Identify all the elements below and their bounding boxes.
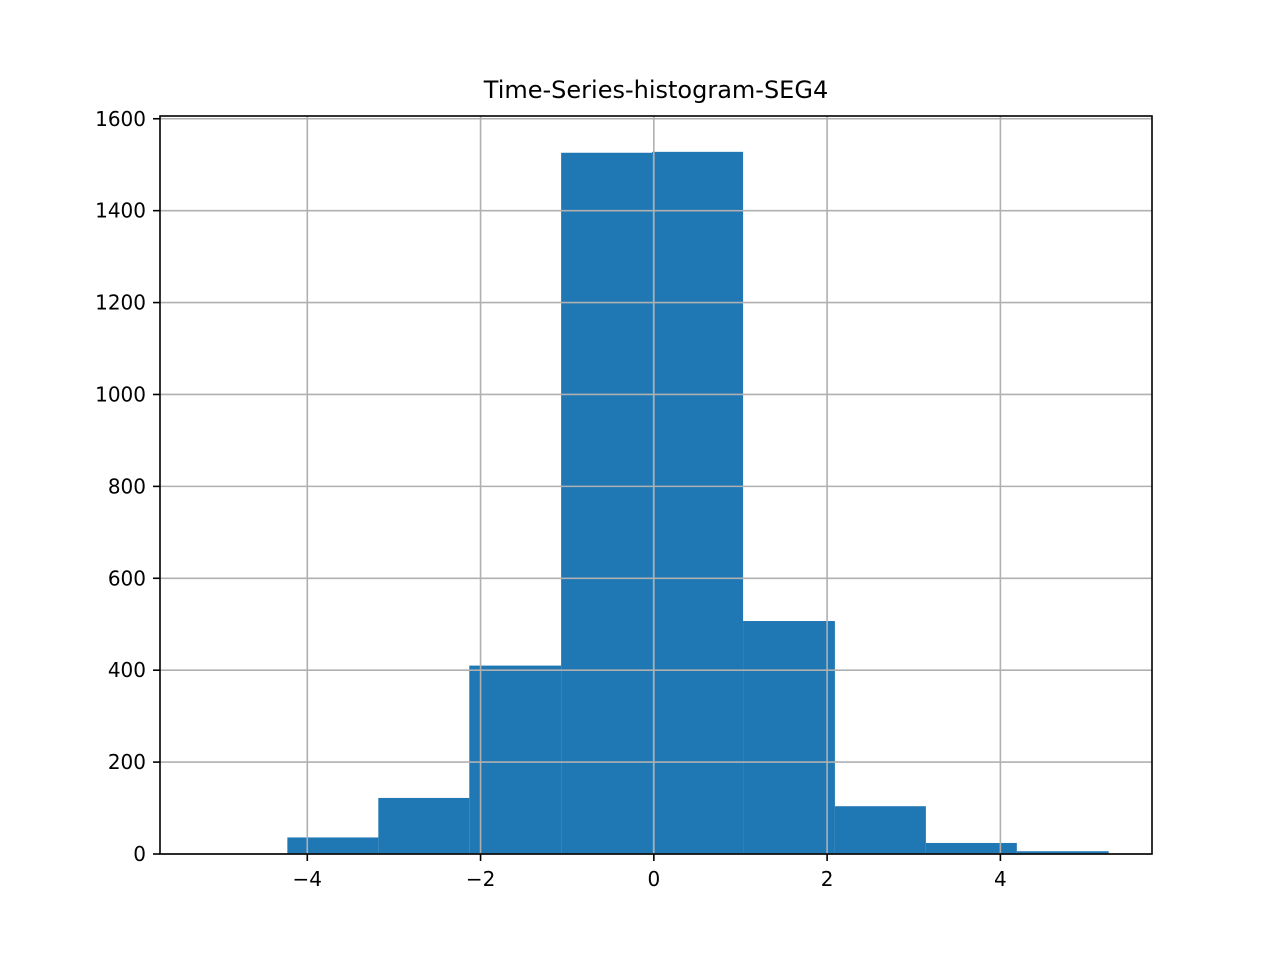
x-tick-label-1: −2: [466, 867, 495, 891]
x-tick-label-2: 0: [647, 867, 660, 891]
chart-title: Time-Series-histogram-SEG4: [483, 76, 828, 104]
x-tick-label-0: −4: [293, 867, 322, 891]
histogram-bar-6: [834, 806, 926, 854]
y-tick-label-4: 800: [108, 474, 146, 498]
y-tick-label-5: 1000: [95, 382, 146, 406]
x-axis-ticks: −4 −2 0 2 4: [293, 854, 1007, 891]
x-tick-label-3: 2: [821, 867, 834, 891]
histogram-bar-4: [652, 151, 744, 855]
y-tick-label-2: 400: [108, 658, 146, 682]
y-tick-label-0: 0: [133, 842, 146, 866]
y-axis-ticks: 0 200 400 600 800 1000 1200 1400 1600: [95, 107, 160, 866]
histogram-bar-1: [378, 797, 470, 854]
y-tick-label-7: 1400: [95, 199, 146, 223]
x-tick-label-4: 4: [994, 867, 1007, 891]
plot-frame: [159, 115, 1153, 855]
y-tick-label-8: 1600: [95, 107, 146, 131]
histogram-bar-2: [469, 665, 562, 854]
histogram-bar-5: [743, 621, 835, 854]
y-tick-label-1: 200: [108, 750, 146, 774]
histogram-bar-0: [287, 837, 379, 854]
histogram-bar-7: [925, 842, 1017, 854]
y-tick-label-3: 600: [108, 566, 146, 590]
y-tick-label-6: 1200: [95, 291, 146, 315]
histogram-bar-3: [561, 152, 653, 854]
histogram-bars: [287, 151, 1109, 855]
histogram-bar-8: [1016, 851, 1109, 854]
